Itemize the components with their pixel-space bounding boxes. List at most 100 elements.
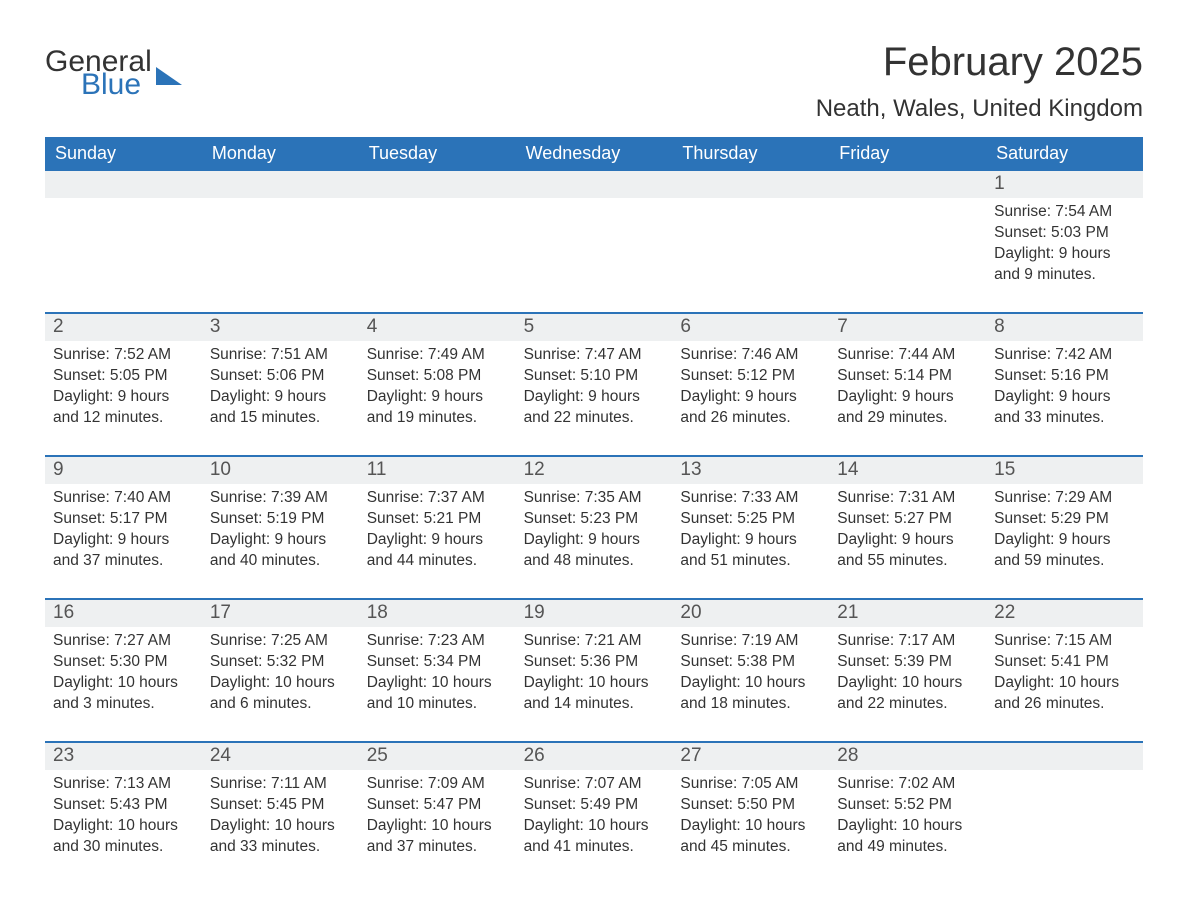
- sunrise-line: Sunrise: 7:42 AM: [994, 345, 1135, 366]
- day-cell: Sunrise: 7:09 AMSunset: 5:47 PMDaylight:…: [359, 770, 516, 870]
- day-cell: Sunrise: 7:51 AMSunset: 5:06 PMDaylight:…: [202, 341, 359, 441]
- day-cell: Sunrise: 7:29 AMSunset: 5:29 PMDaylight:…: [986, 484, 1143, 584]
- day-number: 2: [45, 314, 202, 341]
- daylight-line: Daylight: 9 hours and 40 minutes.: [210, 530, 351, 572]
- day-number: 27: [672, 743, 829, 770]
- day-number: [986, 743, 1143, 770]
- sunrise-line: Sunrise: 7:37 AM: [367, 488, 508, 509]
- title-block: February 2025 Neath, Wales, United Kingd…: [816, 40, 1143, 123]
- day-number: 17: [202, 600, 359, 627]
- sunrise-line: Sunrise: 7:21 AM: [524, 631, 665, 652]
- day-cell: Sunrise: 7:46 AMSunset: 5:12 PMDaylight:…: [672, 341, 829, 441]
- sunrise-line: Sunrise: 7:47 AM: [524, 345, 665, 366]
- sunset-line: Sunset: 5:45 PM: [210, 795, 351, 816]
- sunrise-line: Sunrise: 7:31 AM: [837, 488, 978, 509]
- day-cell: Sunrise: 7:02 AMSunset: 5:52 PMDaylight:…: [829, 770, 986, 870]
- daylight-line: Daylight: 9 hours and 29 minutes.: [837, 387, 978, 429]
- sunset-line: Sunset: 5:41 PM: [994, 652, 1135, 673]
- daylight-line: Daylight: 10 hours and 30 minutes.: [53, 816, 194, 858]
- sunset-line: Sunset: 5:43 PM: [53, 795, 194, 816]
- day-number: 20: [672, 600, 829, 627]
- daynum-row: 232425262728: [45, 743, 1143, 770]
- logo-text-2: Blue: [81, 71, 152, 100]
- day-cell: Sunrise: 7:21 AMSunset: 5:36 PMDaylight:…: [516, 627, 673, 727]
- sunrise-line: Sunrise: 7:07 AM: [524, 774, 665, 795]
- daylight-line: Daylight: 10 hours and 26 minutes.: [994, 673, 1135, 715]
- logo-triangle-icon: [156, 67, 182, 85]
- sunset-line: Sunset: 5:12 PM: [680, 366, 821, 387]
- sunrise-line: Sunrise: 7:49 AM: [367, 345, 508, 366]
- sunset-line: Sunset: 5:38 PM: [680, 652, 821, 673]
- daylight-line: Daylight: 9 hours and 48 minutes.: [524, 530, 665, 572]
- sunset-line: Sunset: 5:14 PM: [837, 366, 978, 387]
- daylight-line: Daylight: 10 hours and 22 minutes.: [837, 673, 978, 715]
- sunrise-line: Sunrise: 7:13 AM: [53, 774, 194, 795]
- day-cell: [516, 198, 673, 298]
- day-number: [672, 171, 829, 198]
- daynum-row: 2345678: [45, 314, 1143, 341]
- day-cell: [986, 770, 1143, 870]
- day-cell: Sunrise: 7:11 AMSunset: 5:45 PMDaylight:…: [202, 770, 359, 870]
- day-cell: Sunrise: 7:47 AMSunset: 5:10 PMDaylight:…: [516, 341, 673, 441]
- sunrise-line: Sunrise: 7:29 AM: [994, 488, 1135, 509]
- day-cell: Sunrise: 7:05 AMSunset: 5:50 PMDaylight:…: [672, 770, 829, 870]
- daylight-line: Daylight: 9 hours and 59 minutes.: [994, 530, 1135, 572]
- day-cell: [359, 198, 516, 298]
- day-number: 23: [45, 743, 202, 770]
- day-number: 13: [672, 457, 829, 484]
- day-cell: Sunrise: 7:27 AMSunset: 5:30 PMDaylight:…: [45, 627, 202, 727]
- day-number: [202, 171, 359, 198]
- day-number: 5: [516, 314, 673, 341]
- day-cell: Sunrise: 7:07 AMSunset: 5:49 PMDaylight:…: [516, 770, 673, 870]
- day-cell: Sunrise: 7:15 AMSunset: 5:41 PMDaylight:…: [986, 627, 1143, 727]
- weeks-container: 1Sunrise: 7:54 AMSunset: 5:03 PMDaylight…: [45, 171, 1143, 870]
- day-number: [45, 171, 202, 198]
- day-cell: Sunrise: 7:35 AMSunset: 5:23 PMDaylight:…: [516, 484, 673, 584]
- sunset-line: Sunset: 5:27 PM: [837, 509, 978, 530]
- sunrise-line: Sunrise: 7:02 AM: [837, 774, 978, 795]
- sunset-line: Sunset: 5:25 PM: [680, 509, 821, 530]
- day-of-week-header: SundayMondayTuesdayWednesdayThursdayFrid…: [45, 137, 1143, 171]
- sunrise-line: Sunrise: 7:23 AM: [367, 631, 508, 652]
- daylight-line: Daylight: 9 hours and 51 minutes.: [680, 530, 821, 572]
- sunset-line: Sunset: 5:16 PM: [994, 366, 1135, 387]
- sunset-line: Sunset: 5:36 PM: [524, 652, 665, 673]
- daynum-row: 16171819202122: [45, 600, 1143, 627]
- daylight-line: Daylight: 10 hours and 37 minutes.: [367, 816, 508, 858]
- sunrise-line: Sunrise: 7:44 AM: [837, 345, 978, 366]
- dow-cell: Friday: [829, 137, 986, 171]
- sunrise-line: Sunrise: 7:39 AM: [210, 488, 351, 509]
- calendar: SundayMondayTuesdayWednesdayThursdayFrid…: [45, 137, 1143, 870]
- sunrise-line: Sunrise: 7:17 AM: [837, 631, 978, 652]
- sunset-line: Sunset: 5:52 PM: [837, 795, 978, 816]
- day-number: 19: [516, 600, 673, 627]
- week-row: 232425262728 Sunrise: 7:13 AMSunset: 5:43…: [45, 741, 1143, 870]
- daylight-line: Daylight: 9 hours and 22 minutes.: [524, 387, 665, 429]
- day-cell: Sunrise: 7:54 AMSunset: 5:03 PMDaylight:…: [986, 198, 1143, 298]
- day-number: 18: [359, 600, 516, 627]
- daylight-line: Daylight: 9 hours and 12 minutes.: [53, 387, 194, 429]
- sunset-line: Sunset: 5:06 PM: [210, 366, 351, 387]
- sunrise-line: Sunrise: 7:33 AM: [680, 488, 821, 509]
- daylight-line: Daylight: 10 hours and 3 minutes.: [53, 673, 194, 715]
- day-number: [516, 171, 673, 198]
- sunset-line: Sunset: 5:10 PM: [524, 366, 665, 387]
- sunset-line: Sunset: 5:05 PM: [53, 366, 194, 387]
- day-cell: Sunrise: 7:17 AMSunset: 5:39 PMDaylight:…: [829, 627, 986, 727]
- day-cell: Sunrise: 7:44 AMSunset: 5:14 PMDaylight:…: [829, 341, 986, 441]
- daylight-line: Daylight: 9 hours and 26 minutes.: [680, 387, 821, 429]
- day-number: 8: [986, 314, 1143, 341]
- day-number: 7: [829, 314, 986, 341]
- dow-cell: Monday: [202, 137, 359, 171]
- daylight-line: Daylight: 10 hours and 45 minutes.: [680, 816, 821, 858]
- sunset-line: Sunset: 5:50 PM: [680, 795, 821, 816]
- daylight-line: Daylight: 10 hours and 6 minutes.: [210, 673, 351, 715]
- day-cell: Sunrise: 7:25 AMSunset: 5:32 PMDaylight:…: [202, 627, 359, 727]
- sunset-line: Sunset: 5:19 PM: [210, 509, 351, 530]
- daylight-line: Daylight: 9 hours and 15 minutes.: [210, 387, 351, 429]
- daylight-line: Daylight: 10 hours and 33 minutes.: [210, 816, 351, 858]
- sunrise-line: Sunrise: 7:27 AM: [53, 631, 194, 652]
- sunset-line: Sunset: 5:17 PM: [53, 509, 194, 530]
- sunrise-line: Sunrise: 7:52 AM: [53, 345, 194, 366]
- sunrise-line: Sunrise: 7:19 AM: [680, 631, 821, 652]
